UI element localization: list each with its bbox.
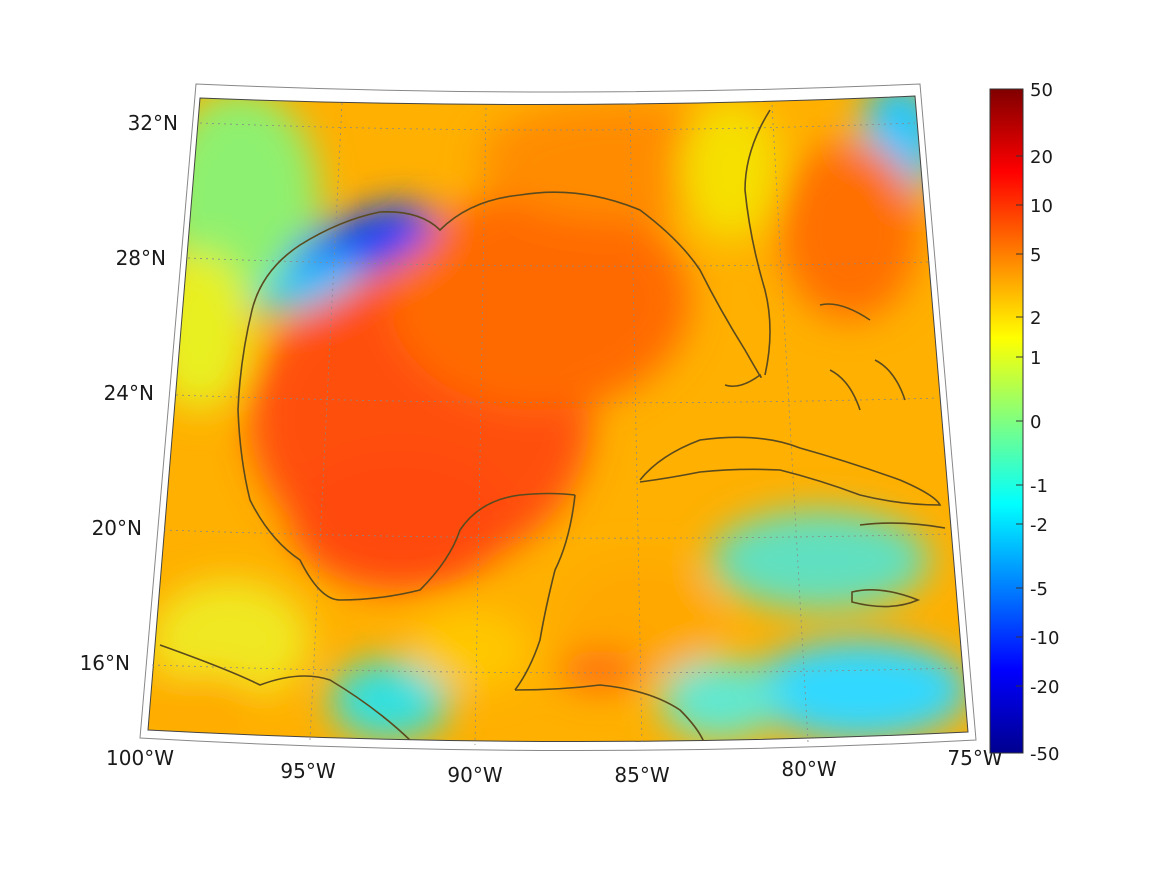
graticule-parallel [175, 394, 939, 404]
colorbar-tick-label: -5 [1030, 579, 1048, 600]
lat-label-32: 32°N [128, 111, 178, 135]
lon-label-100: 100°W [106, 746, 174, 770]
colorbar-tick-label: -50 [1030, 744, 1059, 765]
colorbar-tick-label: 20 [1030, 147, 1053, 168]
lon-label-80: 80°W [781, 757, 836, 781]
colorbar-tick-label: -20 [1030, 677, 1059, 698]
lat-label-24: 24°N [104, 381, 154, 405]
graticule-meridian [629, 109, 643, 747]
lon-label-95: 95°W [280, 759, 335, 783]
colorbar-tick-label: -1 [1030, 476, 1048, 497]
map-frame [147, 95, 969, 743]
graticule-parallel [151, 664, 959, 674]
colorbar-tick-label: 1 [1030, 348, 1041, 369]
lon-label-85: 85°W [614, 763, 669, 787]
longitude-labels: 100°W 95°W 90°W 85°W 80°W 75°W [106, 746, 1003, 787]
graticule-parallel [199, 122, 916, 131]
colorbar-tick-label: 50 [1030, 80, 1053, 101]
graticule-meridian [474, 107, 487, 746]
lat-label-28: 28°N [116, 246, 166, 270]
colorbar-tick-label: -2 [1030, 515, 1048, 536]
lat-label-16: 16°N [80, 651, 130, 675]
latitude-labels: 32°N 28°N 24°N 20°N 16°N [80, 111, 178, 675]
graticule-meridian [309, 102, 343, 741]
colorbar-tick-label: 5 [1030, 245, 1041, 266]
colorbar-tick-label: 10 [1030, 196, 1053, 217]
graticule [151, 102, 959, 747]
colorbar-tick-label: 0 [1030, 412, 1041, 433]
colorbar-tick-label: 2 [1030, 308, 1041, 329]
lat-label-20: 20°N [92, 516, 142, 540]
coastline [159, 109, 946, 742]
colorbar-tick-label: -10 [1030, 628, 1059, 649]
map-field [148, 96, 968, 742]
lon-label-90: 90°W [447, 763, 502, 787]
graticule-meridian [771, 104, 809, 743]
